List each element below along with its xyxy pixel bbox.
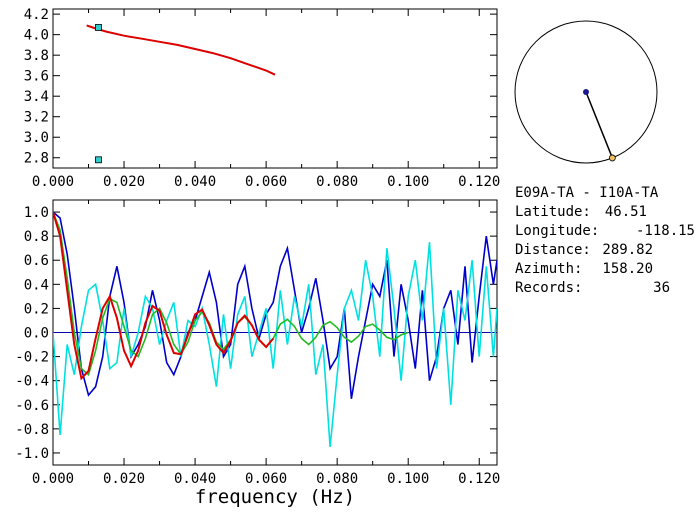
y-tick-label: 0.0 bbox=[24, 326, 49, 342]
x-axis-label: frequency (Hz) bbox=[195, 486, 355, 508]
longitude-label: Longitude: bbox=[515, 223, 600, 239]
red-series-line bbox=[53, 211, 274, 381]
info-row-latitude: Latitude: 46.51 bbox=[515, 204, 695, 222]
station-info-panel: E09A-TA - I10A-TA Latitude: 46.51 Longitu… bbox=[515, 185, 695, 297]
x-tick-label: 0.120 bbox=[458, 471, 500, 487]
compass-circle bbox=[514, 20, 658, 164]
x-tick-label: 0.000 bbox=[32, 471, 74, 487]
y-tick-label: -0.4 bbox=[15, 374, 49, 390]
y-tick-label: 0.6 bbox=[24, 253, 49, 269]
latitude-label: Latitude: bbox=[515, 204, 591, 220]
y-tick-label: 3.2 bbox=[24, 110, 49, 126]
info-row-azimuth: Azimuth: 158.20 bbox=[515, 261, 695, 279]
x-tick-label: 0.060 bbox=[245, 174, 287, 190]
compass-end-dot bbox=[608, 154, 616, 162]
x-tick-label: 0.020 bbox=[103, 471, 145, 487]
data-marker bbox=[95, 156, 102, 164]
cyan-series-line bbox=[53, 242, 497, 447]
distance-value: 289.82 bbox=[602, 242, 653, 258]
y-tick-label: 0.2 bbox=[24, 301, 49, 317]
y-tick-label: 4.2 bbox=[24, 7, 49, 23]
y-tick-label: -0.6 bbox=[15, 398, 49, 414]
y-tick-label: 3.0 bbox=[24, 130, 49, 146]
x-tick-label: 0.060 bbox=[245, 471, 287, 487]
station-pair-title: E09A-TA - I10A-TA bbox=[515, 185, 695, 203]
x-tick-label: 0.040 bbox=[174, 174, 216, 190]
y-tick-label: 0.8 bbox=[24, 229, 49, 245]
x-tick-label: 0.100 bbox=[387, 174, 429, 190]
distance-label: Distance: bbox=[515, 242, 591, 258]
y-tick-label: 2.8 bbox=[24, 151, 49, 167]
y-tick-label: 0.4 bbox=[24, 277, 49, 293]
y-tick-label: 3.8 bbox=[24, 48, 49, 64]
compass-center-dot bbox=[583, 89, 589, 95]
x-tick-label: 0.080 bbox=[316, 471, 358, 487]
x-tick-label: 0.080 bbox=[316, 174, 358, 190]
records-value: 36 bbox=[653, 280, 670, 296]
x-tick-label: 0.040 bbox=[174, 471, 216, 487]
info-row-distance: Distance: 289.82 bbox=[515, 242, 695, 260]
y-tick-label: 1.0 bbox=[24, 205, 49, 221]
red-series-line bbox=[86, 24, 276, 76]
blue-series-line bbox=[53, 211, 497, 399]
info-row-longitude: Longitude: -118.15 bbox=[515, 223, 695, 241]
green-series-line bbox=[53, 211, 409, 377]
x-tick-label: 0.100 bbox=[387, 471, 429, 487]
data-marker bbox=[95, 24, 102, 31]
lower-panel: 0.000 0.020 0.040 0.060 0.080 0.100 0.120 -1.0 -… bbox=[15, 199, 500, 508]
latitude-value: 46.51 bbox=[604, 204, 647, 220]
y-tick-label: 3.6 bbox=[24, 69, 49, 85]
azimuth-line bbox=[585, 91, 614, 159]
x-tick-label: 0.120 bbox=[458, 174, 500, 190]
y-tick-label: -0.2 bbox=[15, 350, 49, 366]
y-tick-label: 3.4 bbox=[24, 89, 49, 105]
azimuth-compass bbox=[514, 20, 658, 164]
azimuth-label: Azimuth: bbox=[515, 261, 583, 277]
x-tick-label: 0.000 bbox=[32, 174, 74, 190]
info-row-records: Records: 36 bbox=[515, 280, 695, 298]
longitude-value: -118.15 bbox=[635, 223, 695, 239]
y-tick-label: -0.8 bbox=[15, 422, 49, 438]
y-tick-label: 4.0 bbox=[24, 28, 49, 44]
azimuth-value: 158.20 bbox=[602, 261, 653, 277]
x-tick-label: 0.020 bbox=[103, 174, 145, 190]
station-pair-text: E09A-TA - I10A-TA bbox=[515, 185, 659, 201]
records-label: Records: bbox=[515, 280, 583, 296]
upper-frame bbox=[52, 8, 498, 169]
upper-panel: 0.000 0.020 0.040 0.060 0.080 0.100 0.120 2.8 3.… bbox=[24, 7, 501, 190]
y-tick-label: -1.0 bbox=[15, 446, 49, 462]
